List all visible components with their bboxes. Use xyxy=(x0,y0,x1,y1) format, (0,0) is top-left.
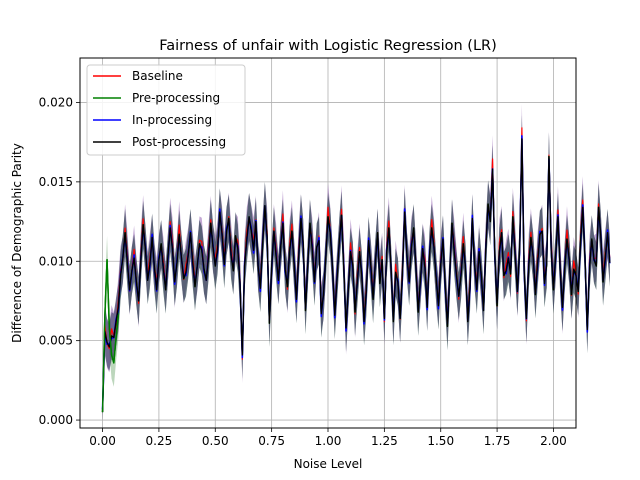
y-tick-label: 0.005 xyxy=(39,334,73,348)
legend-label-in-processing: In-processing xyxy=(132,113,212,127)
x-tick-label: 0.25 xyxy=(146,434,173,448)
tick-layer: 0.00 0.25 0.50 0.75 1.00 1.25 1.50 1.75 2.00 0.00… xyxy=(39,95,567,448)
y-tick-label: 0.020 xyxy=(39,95,73,109)
y-axis-label: Difference of Demographic Parity xyxy=(10,143,24,343)
x-tick-label: 0.75 xyxy=(258,434,285,448)
legend-label-baseline: Baseline xyxy=(132,69,183,83)
legend-box xyxy=(86,64,246,156)
y-tick-label: 0.015 xyxy=(39,175,73,189)
x-axis-label: Noise Level xyxy=(294,457,363,471)
legend: Baseline Pre-processing In-processing Post-… xyxy=(86,64,246,156)
legend-label-post-processing: Post-processing xyxy=(132,135,226,149)
x-tick-label: 1.25 xyxy=(371,434,398,448)
y-tick-label: 0.010 xyxy=(39,254,73,268)
x-tick-label: 0.00 xyxy=(89,434,116,448)
x-tick-label: 0.50 xyxy=(202,434,229,448)
x-tick-label: 1.50 xyxy=(427,434,454,448)
y-tick-label: 0.000 xyxy=(39,413,73,427)
x-tick-label: 1.75 xyxy=(484,434,511,448)
chart-title: Fairness of unfair with Logistic Regress… xyxy=(159,38,497,54)
x-tick-label: 1.00 xyxy=(315,434,342,448)
post-processing-line xyxy=(101,138,611,413)
pre-processing-line-early xyxy=(101,258,120,413)
line-layer xyxy=(101,127,611,413)
legend-label-pre-processing: Pre-processing xyxy=(132,91,220,105)
x-tick-label: 2.00 xyxy=(540,434,567,448)
